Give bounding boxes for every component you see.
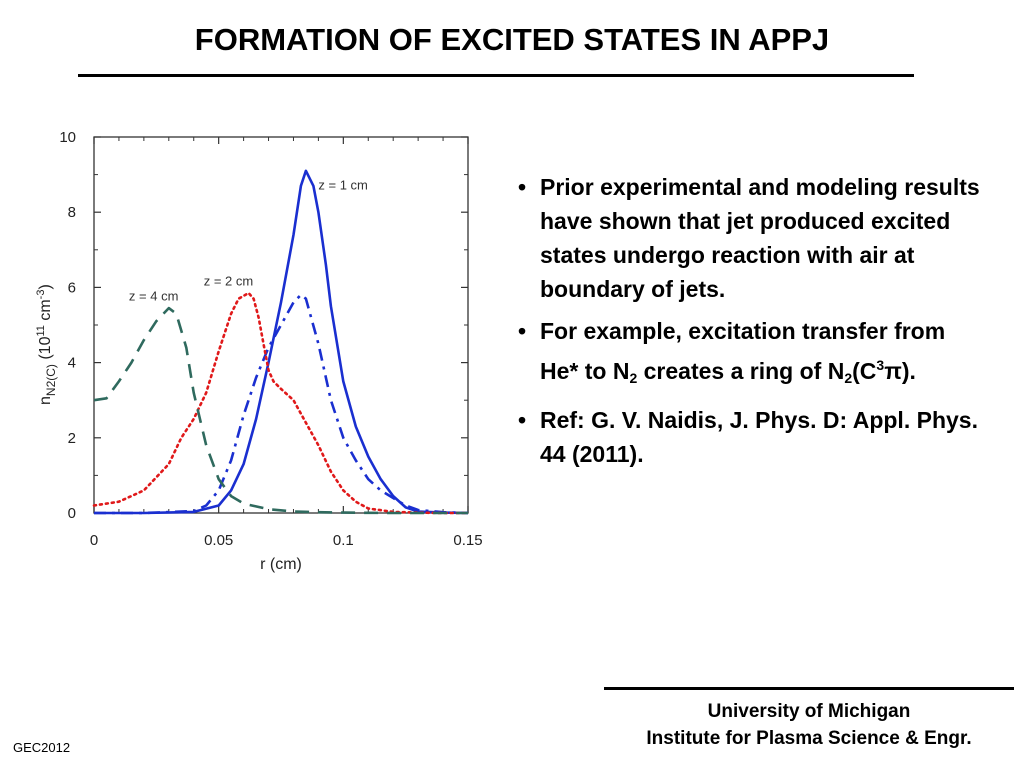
bullet-text: For example, excitation transfer from He… <box>540 318 946 386</box>
bullet-item-prior-results: • Prior experimental and modeling result… <box>518 170 988 306</box>
density-chart: 0 0.05 0.1 0.15 0 2 4 6 8 10 r (cm) nN2(C) (1011 cm… <box>35 129 483 573</box>
plot-frame <box>93 136 469 514</box>
footer-affiliation: University of Michigan Institute for Pla… <box>604 698 1014 752</box>
footer-institute: Institute for Plasma Science & Engr. <box>646 728 972 749</box>
bullet-text: Ref: G. V. Naidis, J. Phys. D: Appl. Phy… <box>540 407 978 467</box>
y-tick-label: 6 <box>68 279 76 296</box>
curve-annotation: z = 2 cm <box>204 274 254 289</box>
series-line-solid <box>94 169 469 515</box>
y-axis-label: nN2(C) (1011 cm-3) <box>35 284 58 405</box>
slide-title: FORMATION OF EXCITED STATES IN APPJ <box>194 22 830 57</box>
chart-container: 0 0.05 0.1 0.15 0 2 4 6 8 10 r (cm) nN2(C) (1011 cm… <box>20 115 500 595</box>
x-tick-label: 0.1 <box>333 532 354 549</box>
x-tick-label: 0 <box>90 532 98 549</box>
x-tick-label: 0.15 <box>453 532 482 549</box>
title-underline <box>78 74 914 77</box>
x-axis-label: r (cm) <box>260 556 302 573</box>
bullet-dot: • <box>518 407 527 433</box>
bullet-dot: • <box>518 174 527 200</box>
y-tick-label: 0 <box>68 505 76 522</box>
footer-rule <box>604 687 1014 690</box>
footer-university: University of Michigan <box>707 701 911 722</box>
bullet-item-excitation-transfer: • For example, excitation transfer from … <box>518 314 988 395</box>
y-tick-label: 10 <box>59 129 76 146</box>
y-tick-label: 2 <box>68 430 76 447</box>
bullet-list: • Prior experimental and modeling result… <box>518 170 988 479</box>
bullet-dot: • <box>518 318 527 344</box>
bullet-text: Prior experimental and modeling results … <box>540 174 980 302</box>
series-line-dashed <box>93 306 468 515</box>
series-line-dotted <box>92 291 470 515</box>
x-tick-label: 0.05 <box>204 532 233 549</box>
y-tick-label: 4 <box>68 355 76 372</box>
conference-label: GEC2012 <box>13 740 71 755</box>
y-tick-label: 8 <box>68 204 76 221</box>
curve-annotation: z = 1 cm <box>318 178 368 193</box>
bullet-item-reference: • Ref: G. V. Naidis, J. Phys. D: Appl. P… <box>518 403 988 471</box>
series-line-dashdot <box>94 293 469 515</box>
curve-annotation: z = 4 cm <box>129 289 179 304</box>
